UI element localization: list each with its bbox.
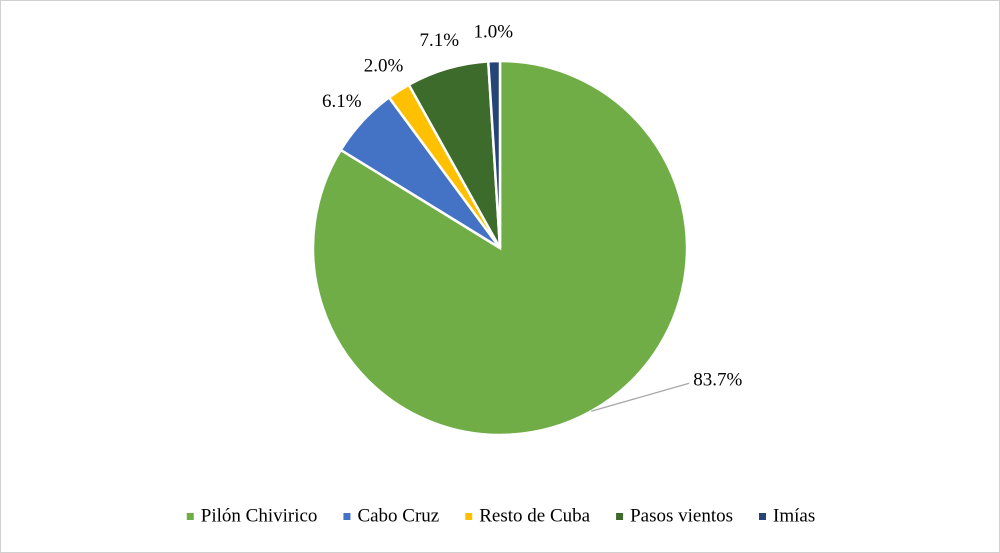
data-label: 2.0% [364, 56, 404, 77]
legend-label: Imías [773, 505, 815, 526]
data-label: 7.1% [420, 30, 460, 51]
legend-swatch [343, 513, 351, 520]
leader-line [591, 382, 690, 412]
legend-swatch [759, 513, 766, 520]
legend-label: Pilón Chivirico [201, 505, 318, 526]
legend-swatch [186, 513, 194, 520]
pie-slice [486, 59, 502, 249]
data-label: 83.7% [693, 370, 742, 391]
legend-swatch [616, 513, 624, 520]
legend-label: Cabo Cruz [357, 505, 439, 526]
legend-label: Pasos vientos [630, 505, 733, 526]
legend-label: Resto de Cuba [479, 505, 590, 526]
data-label: 6.1% [322, 91, 362, 112]
legend-swatch [465, 513, 473, 520]
data-label: 1.0% [473, 21, 513, 42]
